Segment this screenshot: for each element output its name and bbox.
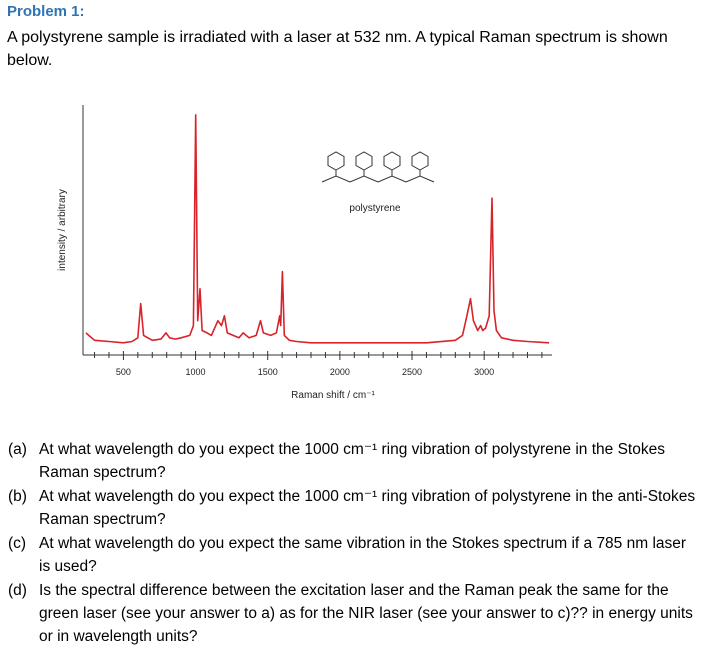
question: (d) Is the spectral difference between th… [8, 579, 698, 648]
x-tick-label: 1000 [186, 367, 206, 377]
x-axis-label: Raman shift / cm⁻¹ [291, 390, 375, 401]
x-tick-label: 3000 [474, 367, 494, 377]
question-label: (a) [8, 441, 27, 458]
heading: Problem 1: [7, 3, 85, 20]
x-tick-label: 500 [116, 367, 131, 377]
question-label: (c) [8, 535, 27, 552]
y-axis-label: intensity / arbitrary [57, 189, 68, 271]
question: (c) At what wavelength do you expect the … [8, 532, 698, 578]
questions: (a) At what wavelength do you expect the … [8, 438, 698, 649]
x-tick-label: 2000 [330, 367, 350, 377]
question: (a) At what wavelength do you expect the … [8, 438, 698, 484]
annotation: polystyrene [349, 203, 401, 214]
x-tick-label: 2500 [402, 367, 422, 377]
chart: 500 1000 1500 2000 2500 3000 Raman shift / cm⁻… [57, 105, 552, 401]
molecule [321, 151, 435, 183]
question-label: (d) [8, 582, 27, 599]
spectrum-line [85, 114, 550, 344]
question: (b) At what wavelength do you expect the … [8, 485, 698, 531]
question-text: At what wavelength do you expect the 100… [39, 488, 696, 528]
question-text: At what wavelength do you expect the sam… [39, 535, 687, 575]
question-text: At what wavelength do you expect the 100… [39, 441, 665, 481]
intro: A polystyrene sample is irradiated with … [7, 29, 668, 69]
x-tick-label: 1500 [258, 367, 278, 377]
question-text: Is the spectral difference between the e… [39, 582, 693, 645]
question-label: (b) [8, 488, 27, 505]
